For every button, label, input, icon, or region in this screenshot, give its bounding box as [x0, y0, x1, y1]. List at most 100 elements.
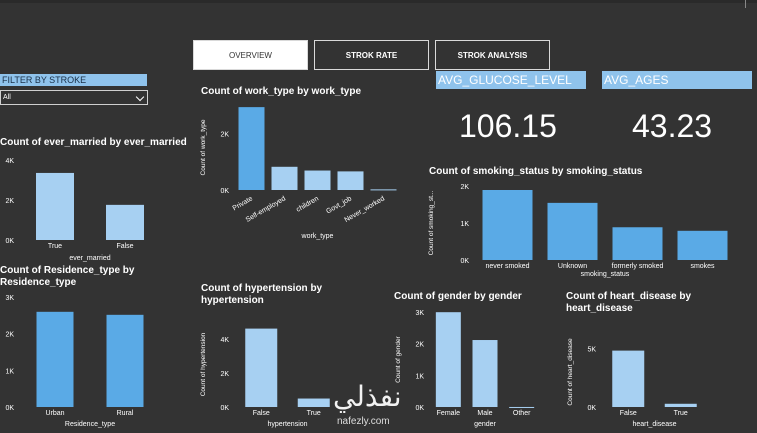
bar-female[interactable] [435, 312, 461, 407]
x-axis-label: hypertension [267, 421, 307, 428]
x-tick-label: False [253, 410, 270, 417]
x-axis-label: work_type [301, 233, 334, 240]
x-tick-label: Male [477, 410, 492, 417]
watermark-arabic-logo: نفذلي [333, 380, 402, 413]
y-tick-label: 4K [220, 337, 229, 344]
bar-smokes[interactable] [677, 230, 728, 260]
chart-title-smoking-status: Count of smoking_status by smoking_statu… [429, 166, 643, 177]
y-tick-label: 1K [415, 373, 424, 380]
y-tick-label: 0K [220, 188, 229, 195]
bar-formerly-smoked[interactable] [612, 227, 663, 260]
bar-false[interactable] [106, 204, 144, 240]
y-tick-label: 1K [460, 221, 469, 228]
chart-title-work-type: Count of work_type by work_type [201, 86, 362, 97]
chart-title-heart-disease: Count of heart_disease by heart_disease [566, 291, 692, 314]
x-tick-label: never smoked [486, 263, 530, 270]
x-tick-label: True [674, 410, 688, 417]
y-tick-label: 2K [220, 131, 229, 138]
bar-other[interactable] [509, 406, 535, 408]
bar-never-smoked[interactable] [482, 189, 533, 260]
y-tick-label: 0K [415, 405, 424, 412]
chart-title-hypertension: Count of hypertension by hypertension [201, 283, 323, 306]
y-axis-label: Count of heart_disease [567, 338, 574, 406]
nafezly-watermark: نفذلي nafezly.com [333, 380, 423, 430]
chevron-down-icon [135, 92, 145, 102]
window-edge-marker [745, 0, 746, 8]
bar-children[interactable] [304, 170, 331, 190]
y-tick-label: 3K [415, 310, 424, 317]
x-tick-label: formerly smoked [612, 263, 664, 270]
filter-title: FILTER BY STROKE [0, 74, 147, 86]
y-tick-label: 4K [5, 158, 14, 165]
x-tick-label: False [116, 243, 133, 250]
bar-true[interactable] [297, 398, 330, 407]
chart-title-gender: Count of gender by gender [394, 291, 522, 302]
y-axis-label: Count of work_type [200, 119, 207, 175]
kpi-value-glucose: 106.15 [459, 108, 557, 144]
bar-false[interactable] [245, 328, 278, 407]
x-tick-label: False [620, 410, 637, 417]
chart-heart-disease: 0K 5K False True heart_disease Count of heart… [567, 338, 697, 428]
kpi-value-ages: 43.23 [632, 108, 713, 144]
x-axis-label: ever_married [69, 255, 110, 262]
y-tick-label: 2K [5, 198, 14, 205]
bar-male[interactable] [472, 340, 498, 407]
y-tick-label: 2K [460, 184, 469, 191]
bar-true[interactable] [664, 403, 697, 407]
stroke-filter-dropdown[interactable]: All [0, 90, 148, 105]
bar-rural[interactable] [106, 314, 144, 407]
y-axis-label: Count of gender [395, 335, 402, 382]
bar-self-employed[interactable] [271, 166, 298, 190]
x-tick-label: Rural [117, 410, 134, 417]
kpi-label-ages: AVG_AGES [602, 71, 752, 89]
tab-strok-analysis[interactable]: STROK ANALYSIS [435, 40, 550, 70]
y-tick-label: 0K [587, 405, 596, 412]
bar-true[interactable] [36, 172, 74, 240]
y-tick-label: 0K [460, 258, 469, 265]
y-tick-label: 0K [5, 405, 14, 412]
x-tick-label: Unknown [558, 263, 587, 270]
bar-urban[interactable] [36, 311, 74, 407]
bar-false[interactable] [612, 350, 645, 407]
x-tick-label: smokes [690, 263, 715, 270]
y-tick-label: 0K [5, 238, 14, 245]
filter-selected-value: All [3, 94, 11, 101]
tab-strok-rate[interactable]: STROK RATE [314, 40, 429, 70]
x-tick-label: Govt_job [325, 195, 353, 215]
x-axis-label: smoking_status [581, 271, 630, 278]
bar-never-worked[interactable] [370, 189, 397, 191]
x-tick-label: Other [513, 410, 531, 417]
x-tick-label: Private [232, 195, 254, 212]
chart-title-ever-married: Count of ever_married by ever_married [0, 137, 187, 148]
kpi-label-glucose: AVG_GLUCOSE_LEVEL [436, 71, 586, 89]
x-axis-label: gender [474, 421, 496, 428]
y-tick-label: 2K [5, 332, 14, 339]
watermark-url: nafezly.com [337, 416, 390, 427]
y-tick-label: 0K [220, 405, 229, 412]
chart-gender: 0K 1K 2K 3K Female Male Other gender Count of ge… [395, 310, 535, 428]
y-tick-label: 3K [5, 295, 14, 302]
y-tick-label: 1K [5, 368, 14, 375]
x-tick-label: Urban [45, 410, 64, 417]
y-axis-label: Count of smoking_st... [428, 190, 435, 255]
y-axis-label: Count of hypertension [200, 332, 207, 396]
x-tick-label: True [307, 410, 321, 417]
y-tick-label: 5K [587, 347, 596, 354]
x-tick-label: children [295, 195, 320, 213]
chart-smoking-status: 0K 1K 2K never smoked Unknown formerly smoked… [428, 184, 728, 278]
chart-title-residence-type: Count of Residence_type by Residence_typ… [0, 265, 135, 288]
x-tick-label: Female [437, 410, 460, 417]
x-axis-label: heart_disease [633, 421, 677, 428]
y-tick-label: 2K [415, 342, 424, 349]
bar-private[interactable] [238, 107, 265, 190]
x-axis-label: Residence_type [65, 421, 115, 428]
tab-overview[interactable]: OVERVIEW [193, 40, 308, 70]
chart-ever-married: 0K 2K 4K True False ever_married [5, 158, 144, 262]
y-tick-label: 2K [220, 371, 229, 378]
bar-govt-job[interactable] [337, 171, 364, 190]
top-border [0, 0, 757, 3]
bar-unknown[interactable] [547, 202, 598, 260]
